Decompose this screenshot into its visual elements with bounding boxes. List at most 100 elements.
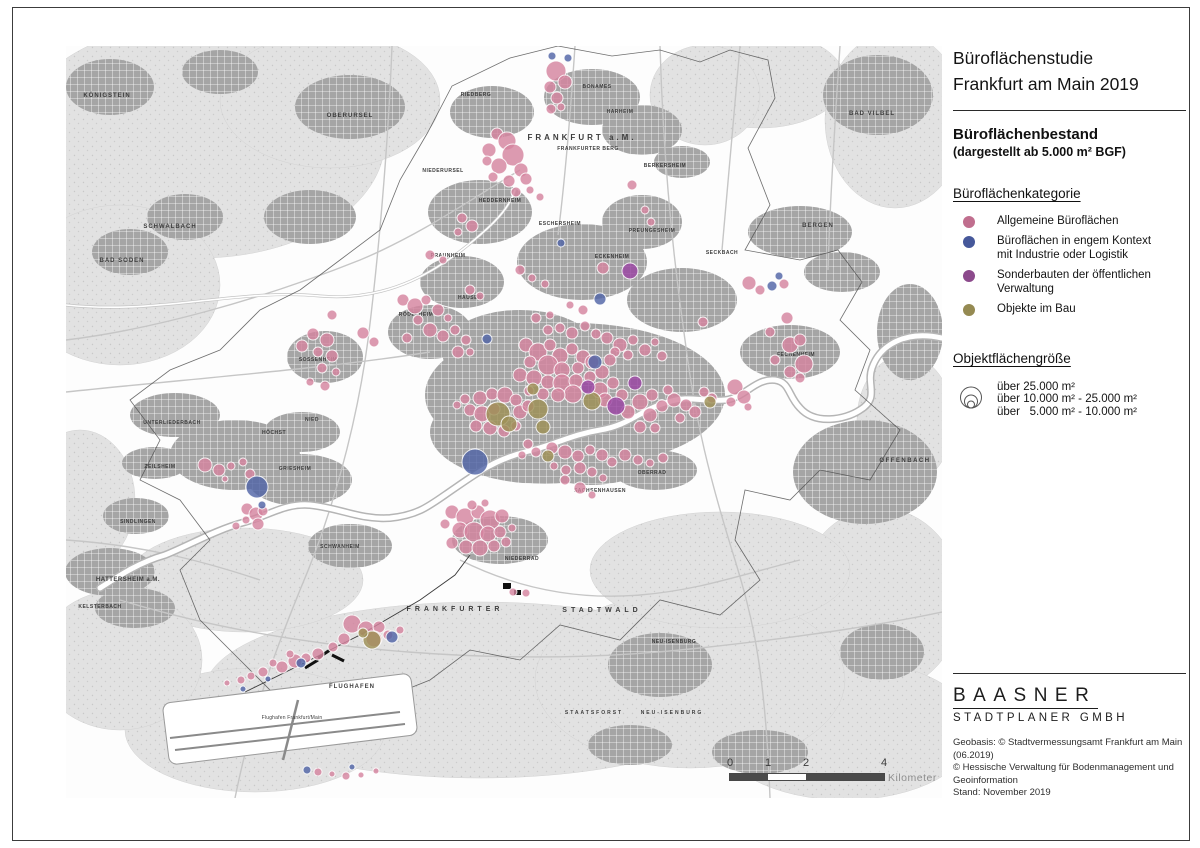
map-point-allgemein	[698, 386, 710, 398]
river-nidda	[66, 188, 517, 309]
map-district-label: FRANKFURTER BERG	[557, 146, 619, 152]
map-point-industrie	[563, 53, 573, 63]
map-district-label: PREUNGESHEIM	[629, 228, 676, 234]
map-point-allgemein	[328, 770, 336, 778]
scale-bar	[729, 773, 885, 781]
map-point-allgemein	[326, 309, 338, 321]
map-point-allgemein	[540, 279, 550, 289]
category-dot-blue	[963, 236, 975, 249]
map-point-allgemein	[295, 339, 309, 353]
map-point-allgemein	[645, 388, 659, 402]
map-point-allgemein	[783, 365, 797, 379]
map-district-label: ZEILSHEIM	[144, 464, 175, 470]
map-point-allgemein	[412, 314, 424, 326]
map-point-allgemein	[449, 324, 461, 336]
map-district-label: SINDLINGEN	[120, 519, 156, 525]
map-point-allgemein	[550, 387, 566, 403]
map-point-allgemein	[424, 249, 436, 261]
map-point-allgemein	[485, 387, 499, 401]
map-point-allgemein	[645, 458, 655, 468]
map-district-label: BAD SODEN	[99, 258, 144, 264]
map-point-allgemein	[475, 291, 485, 301]
map-point-allgemein	[545, 103, 557, 115]
map-point-bau	[500, 415, 518, 433]
category-dot-olive	[963, 304, 975, 317]
map-point-industrie	[556, 238, 566, 248]
map-point-allgemein	[471, 539, 489, 557]
page-title: Büroflächenstudie Frankfurt am Main 2019	[953, 45, 1186, 98]
category-dot-pink	[963, 215, 975, 228]
map-point-allgemein	[674, 412, 686, 424]
map-point-industrie	[481, 333, 493, 345]
map-point-allgemein	[521, 588, 531, 598]
map-point-allgemein	[650, 337, 660, 347]
map-point-allgemein	[502, 174, 516, 188]
map-point-allgemein	[481, 155, 493, 167]
map-district-label: KÖNIGSTEIN	[83, 92, 130, 99]
map-point-allgemein	[509, 393, 523, 407]
map-point-industrie	[774, 271, 784, 281]
map-point-industrie	[766, 280, 778, 292]
map-point-allgemein	[311, 647, 325, 661]
map-point-allgemein	[741, 275, 757, 291]
map-point-allgemein	[618, 448, 632, 462]
category-dot-purple	[963, 270, 975, 283]
map-point-allgemein	[306, 327, 320, 341]
map-point-allgemein	[316, 362, 328, 374]
map-point-allgemein	[554, 322, 566, 334]
map-point-bau	[357, 627, 369, 639]
map-point-allgemein	[565, 326, 579, 340]
map-point-allgemein	[357, 771, 365, 779]
map-district-label: SACHSENHAUSEN	[574, 488, 626, 494]
scale-tick: 0	[726, 757, 734, 769]
title-line1: Büroflächenstudie	[953, 48, 1094, 68]
map-point-allgemein	[530, 446, 542, 458]
scale-tick: 2	[802, 757, 810, 769]
map-point-allgemein	[559, 474, 571, 486]
map-point-allgemein	[431, 303, 445, 317]
map-district-label: HEDDERNHEIM	[479, 198, 522, 204]
category-list: Allgemeine Büroflächen Büroflächen in en…	[953, 215, 1186, 324]
map-district-label: Flughafen Frankfurt/Main	[262, 715, 323, 721]
map-point-allgemein	[231, 521, 241, 531]
map-point-allgemein	[500, 536, 512, 548]
map-district-label: NIED	[305, 417, 319, 423]
map-point-allgemein	[241, 515, 251, 525]
size-section-title: Objektflächengröße	[953, 350, 1071, 366]
map-point-allgemein	[778, 278, 790, 290]
map-district-label: STADTWALD	[562, 607, 641, 614]
credit-line: Geobasis: © Stadtvermessungsamt Frankfur…	[953, 737, 1183, 761]
map-district-label: FECHENHEIM	[777, 352, 815, 358]
nested-circles-icon	[960, 386, 982, 409]
title-line2: Frankfurt am Main 2019	[953, 74, 1139, 95]
legend-item-allgemein: Allgemeine Büroflächen	[953, 215, 1186, 229]
map-district-label: RÖDELHEIM	[399, 311, 434, 318]
map-district-label: HAUSEN	[458, 295, 482, 301]
legend-item-sonderbau: Sonderbauten der öffentlichen Verwaltung	[953, 269, 1186, 296]
map-point-allgemein	[525, 185, 535, 195]
map-point-allgemein	[638, 343, 652, 357]
map-point-industrie	[245, 475, 269, 499]
map-point-allgemein	[341, 771, 351, 781]
map-point-sonderbau	[627, 375, 643, 391]
map-point-allgemein	[285, 649, 295, 659]
map-point-sonderbau	[621, 262, 639, 280]
map-point-allgemein	[487, 539, 501, 553]
map-point-allgemein	[603, 353, 617, 367]
map-point-allgemein	[793, 333, 807, 347]
legend-item-industrie: Büroflächen in engem Kontext mit Industr…	[953, 235, 1186, 262]
map-point-allgemein	[646, 217, 656, 227]
map-point-allgemein	[395, 625, 405, 635]
map-district-label: BERKERSHEIM	[644, 163, 686, 169]
map-point-allgemein	[493, 525, 507, 539]
railway-line	[244, 554, 471, 693]
map-point-allgemein	[586, 466, 598, 478]
map-point-industrie	[348, 763, 356, 771]
map-district-label: RIEDBERG	[461, 92, 491, 98]
map-district-label: SECKBACH	[706, 250, 738, 256]
map-point-allgemein	[794, 354, 814, 374]
map-point-allgemein	[456, 212, 468, 224]
company-logo-block: BAASNER STADTPLANER GMBH Geobasis: © Sta…	[953, 673, 1186, 800]
map-district-label: HÖCHST	[262, 429, 286, 436]
map-point-allgemein	[606, 456, 618, 468]
